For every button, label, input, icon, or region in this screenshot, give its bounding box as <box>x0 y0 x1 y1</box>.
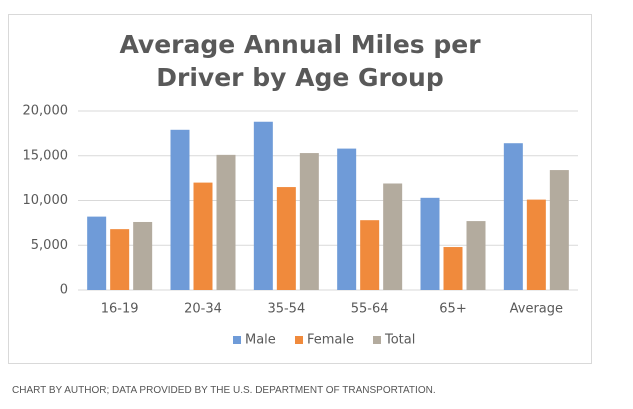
x-tick-label: 65+ <box>439 302 466 317</box>
bar <box>87 216 107 290</box>
bar <box>170 129 190 290</box>
bar <box>216 154 236 290</box>
legend-swatch <box>295 336 303 344</box>
legend-swatch <box>233 336 241 344</box>
bar <box>466 221 486 290</box>
bar <box>420 197 440 290</box>
legend-swatch <box>373 336 381 344</box>
bar <box>360 220 380 290</box>
chart-frame <box>8 14 592 364</box>
legend-label: Female <box>307 333 354 348</box>
x-tick-label: 35-54 <box>267 302 305 317</box>
bar <box>110 229 130 290</box>
bar <box>526 199 546 290</box>
chart-title: Average Annual Miles per Driver by Age G… <box>119 30 481 92</box>
bar <box>337 148 357 290</box>
bar <box>383 183 403 290</box>
bar <box>276 187 296 290</box>
caption: CHART BY AUTHOR; DATA PROVIDED BY THE U.… <box>12 385 436 396</box>
x-tick-label: Average <box>510 302 563 317</box>
bar <box>443 247 463 290</box>
y-tick-label: 5,000 <box>31 238 68 253</box>
y-tick-label: 15,000 <box>23 148 69 163</box>
y-tick-label: 0 <box>60 283 68 298</box>
y-tick-label: 20,000 <box>23 104 69 119</box>
legend-label: Male <box>245 333 276 348</box>
bar <box>503 143 523 290</box>
bar <box>253 121 273 291</box>
x-tick-label: 20-34 <box>184 302 222 317</box>
y-tick-label: 10,000 <box>23 193 69 208</box>
legend-label: Total <box>384 333 415 348</box>
bar <box>133 221 153 290</box>
bar <box>299 153 319 290</box>
x-tick-label: 55-64 <box>351 302 389 317</box>
bar <box>549 170 569 290</box>
x-tick-label: 16-19 <box>101 302 139 317</box>
bar <box>193 182 213 290</box>
